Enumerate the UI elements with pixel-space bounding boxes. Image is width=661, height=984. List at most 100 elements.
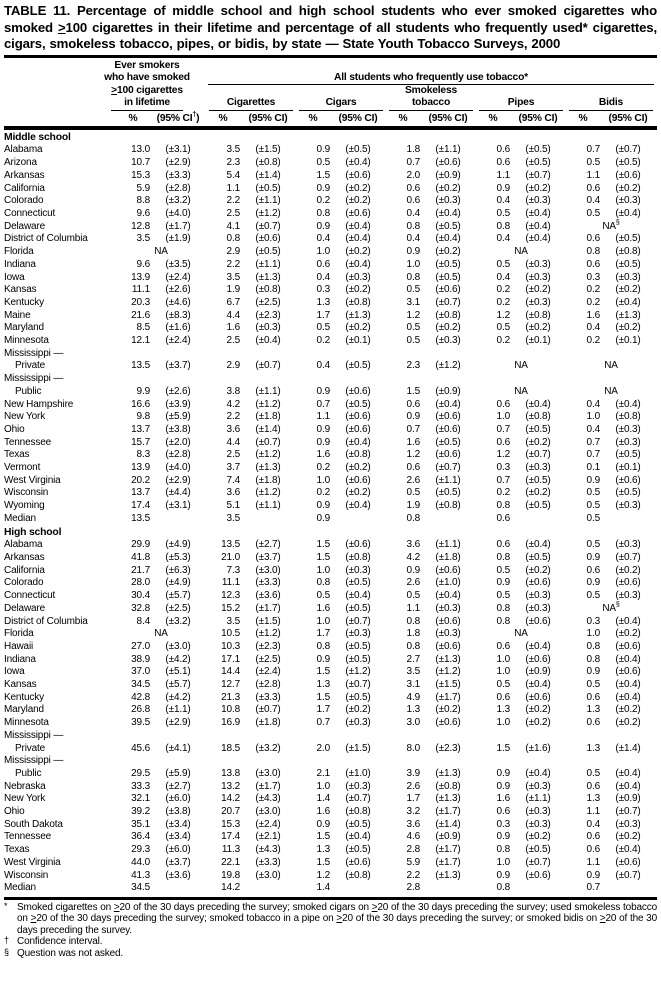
cell-ci: (±0.2)	[345, 195, 371, 207]
cell-ci: (±0.8)	[435, 780, 461, 792]
cell-ci: (±0.5)	[435, 258, 461, 270]
cell-pct: 29.3	[131, 844, 150, 856]
cell-na: NA	[514, 246, 528, 258]
cell-pct: 0.9	[496, 831, 511, 843]
cell-pct: 1.0	[316, 615, 331, 627]
cell-ci: (±0.4)	[345, 258, 371, 270]
cell-ci: (±0.8)	[345, 806, 371, 818]
cell-pct: 9.9	[136, 385, 151, 397]
cell-ci: (±2.0)	[165, 436, 191, 448]
cell-pct: 2.2	[226, 195, 241, 207]
cell-ci: (±0.3)	[435, 602, 461, 614]
cell-ci: (±0.6)	[525, 691, 551, 703]
state-label: South Dakota	[4, 818, 63, 830]
cell-pct: 13.7	[131, 423, 150, 435]
cell-pct: 9.6	[136, 208, 151, 219]
cell-ci: (±0.5)	[435, 436, 461, 448]
cell-pct: 0.8	[406, 271, 421, 283]
cell-pct: 1.6	[226, 322, 241, 334]
cell-ci: (±1.1)	[165, 704, 191, 716]
state-label-prefix: Mississippi —	[4, 729, 64, 741]
cell-pct: 0.2	[496, 296, 511, 308]
cell-na: NA	[604, 360, 618, 372]
cell-ci: (±3.7)	[255, 551, 281, 563]
table-row: Maryland 8.5 (±1.6) 1.6 (±0.3) 0.5 (±0.2) 0.5 (±…	[4, 322, 657, 335]
cell-pct: 0.9	[406, 564, 421, 576]
table-row: Kansas 34.5 (±5.7) 12.7 (±2.8) 1.3 (±0.7) 3.1 (±…	[4, 679, 657, 692]
state-label: Florida	[4, 628, 34, 640]
cell-pct: 20.3	[131, 296, 150, 308]
table-header: Ever smokers who have smoked All student…	[4, 58, 657, 130]
cell-ci: (±0.5)	[615, 258, 641, 270]
cell-ci: (±2.3)	[435, 742, 461, 754]
cell-ci: (±0.3)	[525, 780, 551, 792]
cell-ci: (±1.7)	[435, 844, 461, 856]
table-row: Wyoming 17.4 (±3.1) 5.1 (±1.1) 0.9 (±0.4) 1.9 (±…	[4, 500, 657, 513]
cell-ci: (±8.3)	[165, 309, 191, 321]
cell-pct: 1.1	[406, 602, 421, 614]
cell-pct: 26.8	[131, 704, 150, 716]
cell-ci: (±0.3)	[615, 423, 641, 435]
cell-ci: (±0.3)	[615, 436, 641, 448]
cell-ci: (±0.8)	[525, 411, 551, 423]
state-label: New York	[4, 411, 46, 423]
cell-pct: 8.3	[136, 449, 151, 461]
cell-pct: 2.0	[316, 742, 331, 754]
table-row: Delaware 12.8 (±1.7) 4.1 (±0.7) 0.9 (±0.4) 0.8 (…	[4, 219, 657, 234]
cell-pct: 37.0	[131, 666, 150, 678]
cell-pct: 0.9	[316, 144, 331, 156]
table-row-prefix: Mississippi —	[4, 373, 657, 386]
cell-pct: 1.0	[316, 780, 331, 792]
cell-pct: 0.5	[316, 590, 331, 602]
state-label: Ohio	[4, 806, 25, 818]
cell-pct: 11.3	[221, 844, 240, 856]
state-label: Kentucky	[4, 691, 44, 703]
cell-ci: (±4.9)	[165, 539, 191, 551]
cell-ci: (±0.3)	[255, 322, 281, 334]
cell-pct: 41.3	[131, 869, 150, 881]
cell-pct: 10.8	[221, 704, 240, 716]
smokeless-header-line1: Smokeless	[404, 84, 457, 96]
pct-label: %	[128, 112, 138, 124]
bottom-rule	[4, 896, 657, 900]
cell-pct: 0.5	[406, 487, 421, 499]
cell-pct: 0.9	[496, 780, 511, 792]
cell-ci: (±0.2)	[345, 462, 371, 474]
table-row: Iowa 13.9 (±2.4) 3.5 (±1.3) 0.4 (±0.3) 0.8 (±0.5…	[4, 272, 657, 285]
cell-pct: 0.2	[496, 335, 511, 347]
table-row: Florida NA 2.9 (±0.5) 1.0 (±0.2) 0.9 (±0.2) NA 0.…	[4, 246, 657, 259]
table-row-prefix: Mississippi —	[4, 755, 657, 768]
cell-ci: (±0.3)	[345, 717, 371, 729]
cell-pct: 11.1	[221, 577, 240, 589]
cell-pct: 1.0	[316, 474, 331, 486]
table-row: Median 34.5 14.2 1.4 2.8 0.8 0.7	[4, 882, 657, 895]
cell-ci: (±0.7)	[615, 869, 641, 881]
cell-ci: (±0.2)	[525, 182, 551, 194]
cell-pct: 0.7	[496, 423, 511, 435]
cell-pct: 1.0	[496, 666, 511, 678]
cell-ci: (±6.0)	[165, 793, 191, 805]
cell-ci: (±0.4)	[615, 767, 641, 779]
state-label: Nebraska	[4, 780, 46, 792]
cell-pct: 39.5	[131, 717, 150, 729]
cell-pct: 9.6	[136, 258, 151, 270]
cell-ci: (±2.8)	[165, 449, 191, 461]
cell-pct: 1.2	[406, 449, 421, 461]
cell-ci: (±0.9)	[435, 385, 461, 397]
cell-ci: (±3.8)	[165, 806, 191, 818]
cell-pct: 0.9	[586, 474, 601, 486]
cell-ci: (±4.3)	[255, 793, 281, 805]
cell-ci: (±0.9)	[435, 831, 461, 843]
table-row: Maryland 26.8 (±1.1) 10.8 (±0.7) 1.7 (±0.2) 1.3…	[4, 704, 657, 717]
state-label: Kentucky	[4, 296, 44, 308]
cell-ci: (±4.6)	[165, 296, 191, 308]
cell-pct: 1.3	[586, 742, 601, 754]
cell-ci: (±0.5)	[345, 818, 371, 830]
cell-ci: (±0.5)	[435, 271, 461, 283]
table-row: Alabama 13.0 (±3.1) 3.5 (±1.5) 0.9 (±0.5) 1.8 (±…	[4, 144, 657, 157]
cell-ci: (±1.2)	[255, 398, 281, 410]
cell-ci: (±0.1)	[525, 335, 551, 347]
cell-pct: 33.3	[131, 780, 150, 792]
cell-pct: 29.9	[131, 539, 150, 551]
cell-ci: (±0.3)	[615, 539, 641, 551]
